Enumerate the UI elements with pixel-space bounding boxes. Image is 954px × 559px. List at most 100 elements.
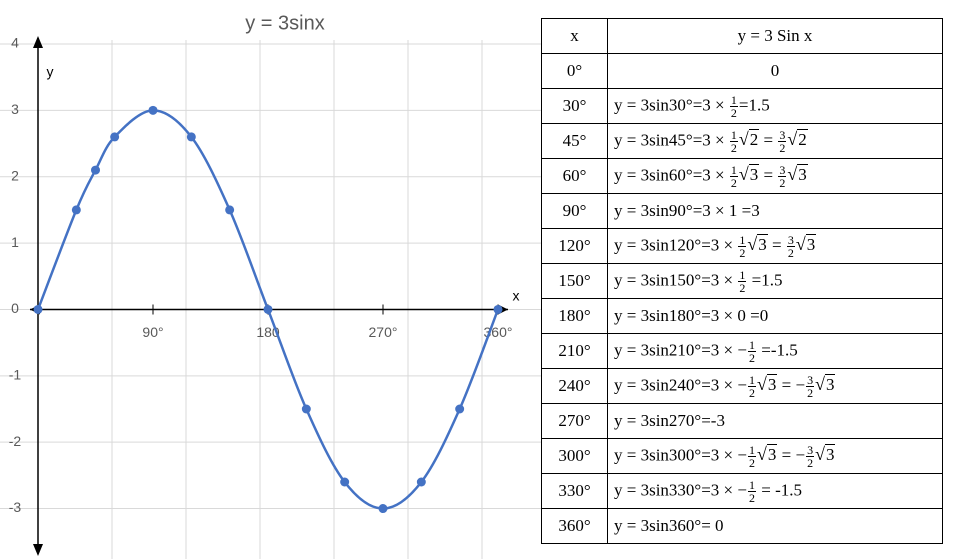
y-cell: y = 3sin270°=-3 bbox=[607, 403, 943, 439]
table-row: 120° y = 3sin120°=3 × 1 2 √3 = 3 2 √3 bbox=[541, 228, 943, 264]
x-cell: 60° bbox=[541, 158, 608, 194]
radicand: 3 bbox=[824, 443, 836, 464]
x-cell: 270° bbox=[541, 403, 608, 439]
text-part: y = 3sin180°=3 × 0 =0 bbox=[614, 306, 769, 325]
radical-sign: √ bbox=[815, 443, 825, 464]
radical-sign: √ bbox=[787, 128, 798, 149]
x-tick-label: 270° bbox=[369, 324, 398, 340]
denominator: 2 bbox=[730, 140, 737, 155]
radical-sign: √ bbox=[738, 128, 749, 149]
radical-sign: √ bbox=[795, 233, 806, 254]
text-part: = -1.5 bbox=[757, 479, 802, 499]
chart-title: y = 3sinx bbox=[245, 12, 324, 34]
x-tick-label: 90° bbox=[142, 324, 163, 340]
x-cell: 330° bbox=[541, 473, 608, 509]
data-point bbox=[225, 205, 235, 215]
header-cell: x bbox=[541, 18, 608, 54]
square-root: √3 bbox=[815, 373, 836, 394]
square-root: √3 bbox=[739, 163, 760, 184]
denominator: 2 bbox=[779, 140, 786, 155]
text-part: y = 3sin210°=3 × − bbox=[614, 339, 747, 359]
y-axis-label: y bbox=[47, 64, 54, 80]
data-point bbox=[416, 477, 426, 487]
y-tick-label: 1 bbox=[11, 234, 19, 250]
y-tick-label: -2 bbox=[9, 433, 22, 449]
numerator: 1 bbox=[729, 127, 738, 142]
radicand: 3 bbox=[748, 163, 760, 184]
y-cell: y = 3sin330°=3 × −1 2 = -1.5 bbox=[607, 473, 943, 509]
radical-sign: √ bbox=[815, 373, 825, 394]
denominator: 2 bbox=[749, 455, 755, 470]
data-point bbox=[91, 165, 100, 175]
text-part: y = 3sin150°=3 × bbox=[614, 269, 738, 289]
denominator: 2 bbox=[749, 490, 755, 505]
numerator: 1 bbox=[729, 162, 738, 177]
data-point bbox=[186, 132, 196, 142]
denominator: 2 bbox=[730, 175, 737, 190]
numerator: 3 bbox=[806, 442, 815, 457]
numerator: 1 bbox=[748, 477, 756, 492]
numerator: 3 bbox=[778, 127, 787, 142]
y-cell: 0 bbox=[607, 53, 943, 89]
numerator: 1 bbox=[748, 337, 756, 352]
text-part: y = 3sin270°=-3 bbox=[614, 411, 725, 430]
numerator: 1 bbox=[738, 232, 747, 247]
table-row: 270° y = 3sin270°=-3 bbox=[541, 403, 943, 439]
square-root: √3 bbox=[787, 163, 808, 184]
x-axis-label: x bbox=[513, 288, 520, 304]
radicand: 2 bbox=[797, 128, 808, 149]
table-row: 330° y = 3sin330°=3 × −1 2 = -1.5 bbox=[541, 473, 943, 509]
text-part: = bbox=[767, 234, 786, 254]
radical-sign: √ bbox=[757, 443, 767, 464]
text-part: =1.5 bbox=[738, 94, 770, 114]
data-point bbox=[493, 304, 503, 314]
data-point bbox=[110, 132, 120, 142]
denominator: 2 bbox=[779, 175, 786, 190]
data-point bbox=[263, 304, 273, 314]
square-root: √3 bbox=[757, 373, 778, 394]
radicand: 3 bbox=[805, 233, 817, 254]
text-part: =1.5 bbox=[747, 269, 783, 289]
table-row: 240° y = 3sin240°=3 × −1 2 √3 = −3 2 √3 bbox=[541, 368, 943, 404]
text-part: y = 3sin360°= 0 bbox=[614, 516, 724, 535]
table-row: 300° y = 3sin300°=3 × −1 2 √3 = −3 2 √3 bbox=[541, 438, 943, 474]
radical-sign: √ bbox=[787, 163, 798, 184]
text-part: y = 3sin240°=3 × − bbox=[614, 374, 747, 394]
data-point bbox=[378, 504, 388, 514]
radicand: 3 bbox=[824, 373, 836, 394]
y-cell: y = 3sin60°=3 × 1 2 √3 = 3 2 √3 bbox=[607, 158, 943, 194]
denominator: 2 bbox=[807, 385, 814, 400]
data-point bbox=[33, 304, 43, 314]
x-cell: 300° bbox=[541, 438, 608, 474]
y-cell: y = 3sin120°=3 × 1 2 √3 = 3 2 √3 bbox=[607, 228, 943, 264]
data-point bbox=[301, 404, 311, 414]
table-row: 90° y = 3sin90°=3 × 1 =3 bbox=[541, 193, 943, 229]
y-cell: y = 3sin30°=3 × 1 2 =1.5 bbox=[607, 88, 943, 124]
table-row: 30° y = 3sin30°=3 × 1 2 =1.5 bbox=[541, 88, 943, 124]
radicand: 3 bbox=[757, 233, 768, 254]
y-tick-label: 0 bbox=[11, 300, 19, 316]
radicand: 3 bbox=[766, 373, 778, 394]
denominator: 2 bbox=[787, 245, 794, 260]
text-part: y = 3sin45°=3 × bbox=[614, 129, 729, 149]
numerator: 1 bbox=[729, 92, 738, 107]
y-cell: y = 3sin45°=3 × 1 2 √2 = 3 2 √2 bbox=[607, 123, 943, 159]
text-part: = − bbox=[777, 374, 806, 394]
text-part: =-1.5 bbox=[757, 339, 798, 359]
denominator: 2 bbox=[730, 105, 737, 120]
y-cell: y = 3sin180°=3 × 0 =0 bbox=[607, 298, 943, 334]
x-cell: 0° bbox=[541, 53, 608, 89]
